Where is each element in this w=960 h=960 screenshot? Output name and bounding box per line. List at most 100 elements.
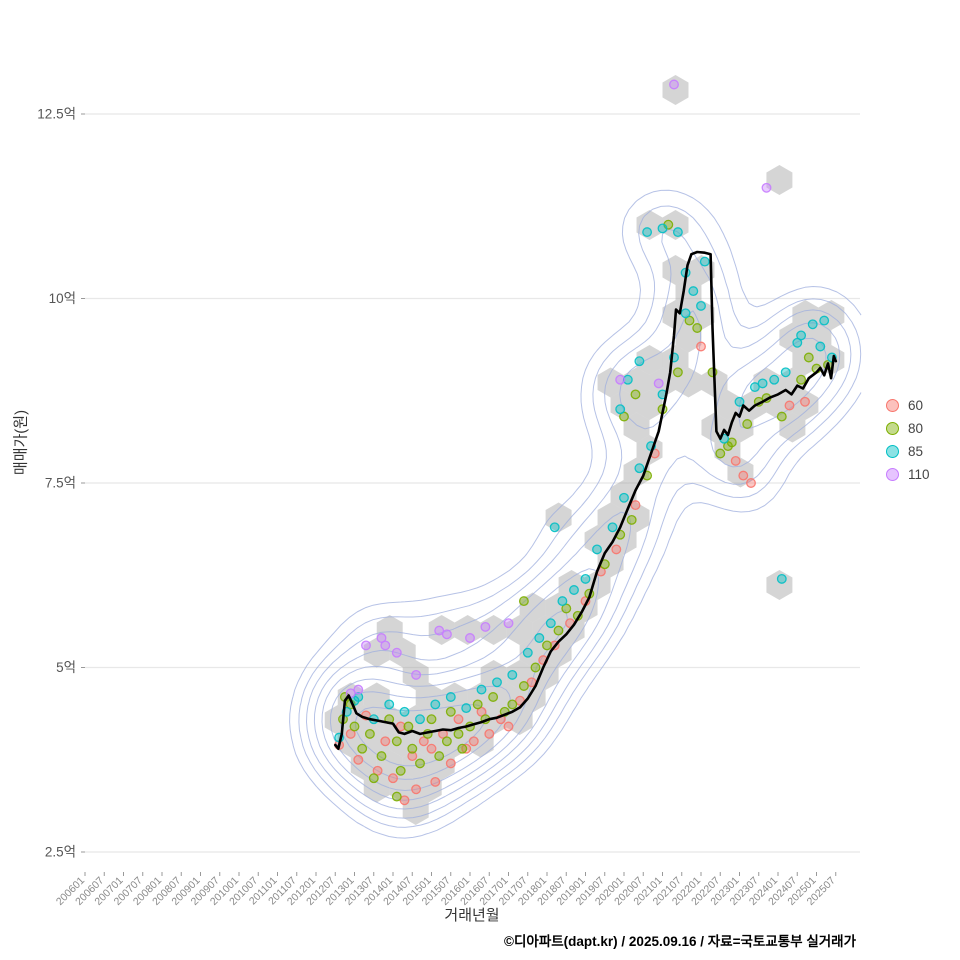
scatter-point: [534, 633, 545, 643]
y-tick-label: 7.5억: [45, 476, 76, 491]
y-tick-label: 10억: [49, 291, 76, 306]
hexbin-cell: [532, 660, 559, 690]
scatter-point: [784, 400, 795, 411]
hexbin-cell: [636, 390, 663, 420]
scatter-point: [557, 596, 568, 607]
scatter-point: [361, 640, 371, 651]
hexbin-cell: [623, 367, 650, 398]
scatter-point: [549, 522, 560, 533]
scatter-point: [669, 79, 679, 90]
scatter-point: [357, 743, 368, 754]
scatter-point: [403, 721, 414, 732]
hexbin-cell: [337, 727, 364, 758]
scatter-point: [611, 544, 622, 555]
scatter-point: [672, 367, 683, 378]
series-60: [334, 341, 810, 806]
scatter-point: [630, 500, 641, 511]
scatter-point: [699, 256, 710, 267]
scatter-point: [742, 419, 753, 429]
hexbin-cell: [480, 660, 507, 690]
scatter-point: [619, 492, 629, 503]
scatter-point: [453, 714, 464, 725]
scatter-point: [461, 703, 472, 714]
scatter-point: [672, 227, 683, 238]
hexbin-cell: [623, 412, 650, 443]
scatter-point: [426, 743, 437, 754]
trend-line: [334, 250, 838, 750]
scatter-point: [642, 227, 653, 238]
hexbin-cell: [792, 390, 819, 420]
series-110: [345, 79, 772, 699]
scatter-point: [453, 728, 464, 739]
scatter-point: [353, 684, 364, 695]
scatter-point: [407, 751, 418, 762]
scatter-point: [445, 692, 456, 702]
scatter-point: [545, 618, 556, 629]
legend-swatch-icon: [886, 445, 899, 458]
scatter-point: [815, 341, 826, 352]
hexbin-cell: [584, 525, 611, 555]
gridlines: [85, 113, 860, 853]
scatter-point: [734, 396, 745, 407]
legend-swatch-icon: [886, 422, 899, 435]
legend-label: 80: [908, 421, 924, 436]
scatter-point: [692, 323, 703, 333]
scatter-point: [553, 625, 564, 636]
scatter-point: [480, 621, 491, 632]
y-axis-title: 매매가(원): [12, 409, 30, 476]
scatter-point: [391, 736, 402, 747]
hexbin-cell: [597, 502, 624, 533]
scatter-point: [391, 791, 402, 802]
scatter-point: [796, 330, 807, 341]
scatter-point: [542, 640, 552, 651]
hexbin-cell: [402, 660, 429, 690]
scatter-point: [507, 669, 518, 680]
scatter-point: [730, 455, 741, 466]
scatter-point: [415, 758, 425, 769]
scatter-point: [384, 699, 395, 710]
legend: 60 80 85 110: [886, 398, 930, 482]
scatter-point: [769, 374, 780, 385]
source-caption: ©디아파트(dapt.kr) / 2025.09.16 / 자료=국토교통부 실…: [504, 934, 856, 949]
hexbin-cell: [662, 345, 689, 375]
scatter-point: [457, 743, 468, 754]
scatter-point: [746, 478, 756, 488]
scatter-point: [430, 776, 441, 787]
hexbin-cell: [376, 615, 403, 645]
hexbin-cell: [428, 615, 455, 645]
hexbin-cell: [532, 615, 559, 645]
scatter-point: [518, 596, 529, 607]
scatter-point: [484, 728, 495, 739]
hexbin-cell: [766, 165, 793, 195]
scatter-point: [391, 647, 402, 658]
scatter-point: [800, 396, 810, 407]
hexbin-cell: [636, 345, 663, 375]
legend-label: 85: [908, 444, 924, 459]
scatter-point: [468, 736, 479, 747]
scatter-point: [418, 736, 429, 747]
hexbin-cell: [493, 682, 520, 713]
scatter-point-layer: [334, 79, 837, 806]
legend-swatch-icon: [886, 468, 899, 481]
scatter-point: [819, 315, 830, 326]
scatter-point: [607, 522, 618, 533]
y-tick-label: 5억: [56, 660, 76, 675]
hexbin-cell: [363, 727, 390, 758]
scatter-point: [430, 699, 441, 710]
scatter-point: [368, 773, 379, 784]
hexbin-cell: [597, 367, 624, 398]
scatter-point: [696, 300, 706, 311]
scatter-point: [465, 633, 475, 643]
scatter-point: [561, 603, 572, 614]
scatter-point: [634, 463, 645, 474]
legend-item-110: 110: [886, 467, 930, 482]
scatter-point: [411, 784, 422, 795]
scatter-point: [749, 382, 760, 393]
scatter-point: [399, 706, 410, 717]
legend-item-85: 85: [886, 444, 930, 459]
hexbin-layer: [324, 75, 845, 825]
scatter-point: [626, 514, 637, 525]
hexbin-cell: [363, 682, 390, 713]
legend-label: 110: [908, 467, 930, 482]
scatter-point: [415, 714, 425, 725]
